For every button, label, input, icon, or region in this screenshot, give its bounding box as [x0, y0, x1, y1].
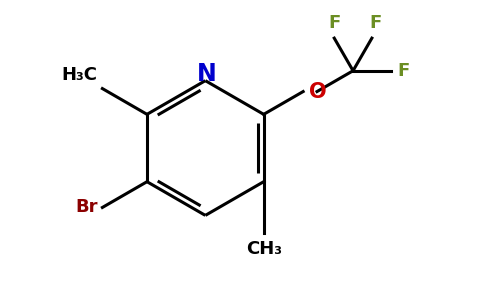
Text: F: F [398, 62, 410, 80]
Text: O: O [309, 82, 327, 101]
Text: F: F [370, 14, 382, 32]
Text: H₃C: H₃C [61, 66, 97, 84]
Text: CH₃: CH₃ [246, 240, 282, 258]
Text: F: F [328, 14, 340, 32]
Text: Br: Br [75, 199, 97, 217]
Text: N: N [197, 62, 216, 86]
